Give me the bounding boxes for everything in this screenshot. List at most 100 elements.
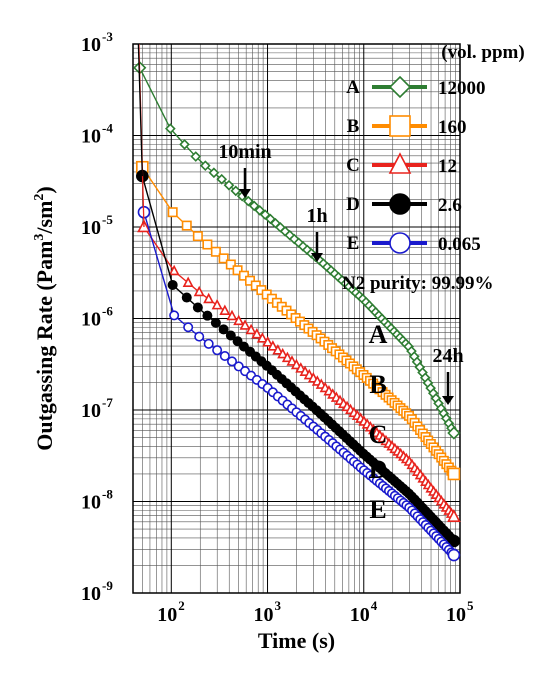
data-point-D bbox=[232, 336, 243, 347]
legend: (vol. ppm) A 12000 B 160 C 12 D 2.6 E 0.065 N2 pu… bbox=[342, 42, 525, 294]
series-C bbox=[137, 219, 461, 523]
data-point-C bbox=[281, 351, 293, 363]
y-tick-label: 10 bbox=[81, 34, 101, 56]
legend-note: N2 purity: 99.99% bbox=[342, 273, 493, 294]
legend-marker-D bbox=[389, 193, 411, 215]
annotation-arrow-head bbox=[311, 253, 323, 262]
y-axis-label-sup2: 2 bbox=[32, 194, 47, 201]
annotation-label: 24h bbox=[432, 345, 463, 367]
data-point-C bbox=[211, 298, 223, 310]
data-point-D bbox=[447, 534, 461, 548]
data-point-D bbox=[210, 317, 221, 328]
data-point-C bbox=[182, 276, 194, 288]
data-point-A bbox=[254, 205, 266, 216]
data-point-A bbox=[248, 200, 260, 212]
legend-marker-B bbox=[389, 115, 411, 137]
y-tick-label: 10 bbox=[81, 309, 101, 331]
data-point-C bbox=[272, 344, 284, 355]
data-point-C bbox=[233, 314, 245, 326]
data-point-C bbox=[203, 292, 215, 304]
data-point-B bbox=[218, 253, 229, 264]
data-point-D bbox=[202, 310, 213, 321]
data-point-B bbox=[202, 239, 213, 250]
initial-decay-line bbox=[137, 43, 143, 177]
data-point-C bbox=[447, 509, 461, 523]
legend-value-E: 0.065 bbox=[438, 234, 481, 255]
legend-value-A: 12000 bbox=[438, 78, 486, 99]
y-tick-label-exponent: -8 bbox=[102, 487, 113, 502]
legend-value-B: 160 bbox=[438, 117, 467, 138]
data-point-C bbox=[193, 285, 205, 297]
y-axis-label-mid: /sm bbox=[32, 201, 57, 235]
x-tick-label: 10 bbox=[446, 604, 466, 626]
data-point-C bbox=[290, 358, 302, 370]
data-point-D bbox=[192, 302, 203, 313]
legend-items: A 12000 B 160 C 12 D 2.6 E 0.065 bbox=[346, 75, 486, 255]
legend-marker-A bbox=[388, 75, 412, 99]
x-tick-label: 10 bbox=[254, 604, 274, 626]
y-tick-label-exponent: -5 bbox=[102, 212, 113, 227]
legend-marker-E bbox=[389, 232, 411, 254]
series-A bbox=[133, 61, 461, 440]
data-point-C bbox=[239, 319, 251, 330]
data-point-E bbox=[183, 322, 194, 333]
data-point-A bbox=[242, 195, 254, 207]
data-point-C bbox=[245, 323, 257, 335]
data-point-C bbox=[219, 304, 231, 316]
curve-tag-B: B bbox=[369, 370, 386, 399]
data-point-E bbox=[233, 361, 244, 372]
legend-value-C: 12 bbox=[438, 156, 457, 177]
annotation-arrow-head bbox=[239, 189, 251, 198]
data-point-B bbox=[167, 207, 178, 218]
x-tick-label-exponent: 5 bbox=[467, 598, 474, 613]
y-tick-label: 10 bbox=[81, 217, 101, 239]
data-point-C bbox=[286, 355, 298, 366]
y-axis-label-end: ) bbox=[32, 186, 57, 193]
x-axis-label: Time (s) bbox=[258, 628, 335, 653]
y-tick-labels: 10-310-410-510-610-710-810-9 bbox=[81, 29, 113, 605]
x-tick-label-exponent: 2 bbox=[178, 598, 185, 613]
data-point-E bbox=[212, 345, 223, 356]
y-axis-label-sup1: 3 bbox=[32, 234, 47, 241]
x-tick-label: 10 bbox=[350, 604, 370, 626]
legend-key-D: D bbox=[346, 194, 360, 215]
y-axis-label: Outgassing Rate (Pam3/sm2) bbox=[32, 186, 57, 451]
y-tick-label: 10 bbox=[81, 400, 101, 422]
data-point-C bbox=[267, 340, 279, 351]
legend-key-E: E bbox=[347, 233, 360, 254]
data-point-C bbox=[226, 309, 238, 321]
x-tick-label-exponent: 3 bbox=[275, 598, 282, 613]
legend-key-B: B bbox=[347, 116, 360, 137]
data-point-A bbox=[216, 173, 228, 185]
y-tick-label-exponent: -9 bbox=[102, 578, 113, 593]
series-group bbox=[133, 43, 461, 562]
data-point-A bbox=[230, 185, 242, 197]
data-point-C bbox=[256, 332, 268, 343]
y-tick-label: 10 bbox=[81, 583, 101, 605]
data-point-B bbox=[232, 265, 243, 276]
annotation-label: 10min bbox=[218, 141, 271, 163]
data-point-A bbox=[223, 179, 235, 191]
y-tick-label: 10 bbox=[81, 492, 101, 514]
data-point-A bbox=[208, 167, 220, 179]
x-tick-label-exponent: 4 bbox=[371, 598, 378, 613]
curve-tag-A: A bbox=[369, 320, 388, 349]
curve-tag-E: E bbox=[369, 495, 386, 524]
data-point-C bbox=[262, 336, 274, 347]
legend-key-C: C bbox=[346, 155, 360, 176]
data-point-D bbox=[181, 292, 192, 303]
data-point-B bbox=[192, 231, 203, 242]
data-point-A bbox=[165, 123, 176, 134]
data-point-C bbox=[277, 347, 289, 359]
series-B bbox=[136, 160, 461, 481]
data-point-E bbox=[194, 331, 205, 342]
data-point-D bbox=[225, 330, 236, 341]
curve-tag-C: C bbox=[369, 420, 388, 449]
series-D bbox=[136, 169, 461, 548]
data-point-E bbox=[219, 350, 230, 361]
initial-decay-lines bbox=[137, 43, 145, 228]
legend-key-A: A bbox=[346, 77, 360, 98]
annotation-arrow-head bbox=[442, 396, 454, 405]
